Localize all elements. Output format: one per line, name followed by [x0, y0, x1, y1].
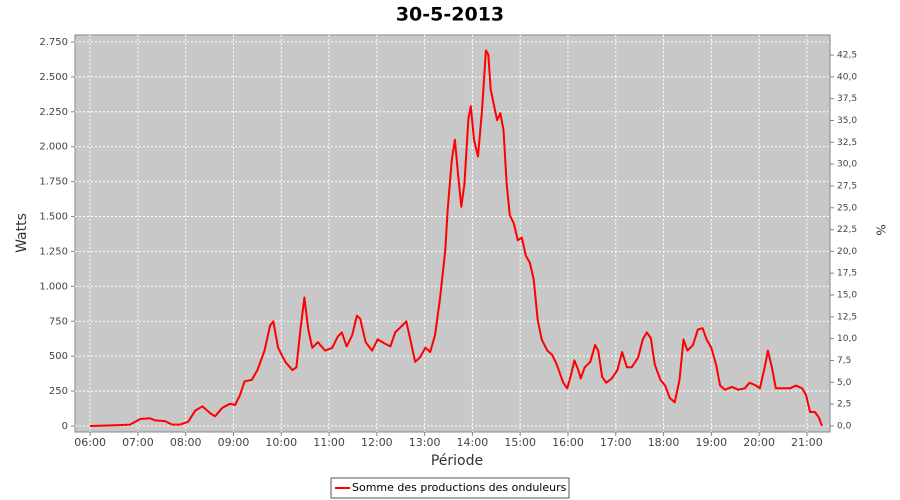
x-tick-label: 19:00: [695, 436, 727, 449]
x-tick-label: 06:00: [74, 436, 106, 449]
x-tick-label: 07:00: [122, 436, 154, 449]
x-tick-label: 18:00: [648, 436, 680, 449]
x-tick-label: 10:00: [265, 436, 297, 449]
y2-tick-label: 12,5: [837, 312, 857, 322]
y2-tick-label: 5,0: [837, 378, 852, 388]
y-tick-label: 250: [49, 386, 68, 397]
y-tick-label: 0: [62, 421, 68, 432]
y2-tick-label: 22,5: [837, 225, 857, 235]
y-tick-label: 750: [49, 316, 68, 327]
y2-tick-label: 40,0: [837, 72, 857, 82]
y2-tick-label: 0,0: [837, 421, 852, 431]
x-tick-label: 20:00: [743, 436, 775, 449]
chart-title: 30-5-2013: [396, 4, 504, 26]
y-tick-label: 1.500: [39, 212, 68, 223]
x-tick-label: 16:00: [552, 436, 584, 449]
y2-tick-label: 17,5: [837, 269, 857, 279]
y-tick-label: 1.750: [39, 177, 68, 188]
y2-tick-label: 32,5: [837, 138, 857, 148]
x-tick-label: 21:00: [791, 436, 823, 449]
x-tick-label: 11:00: [313, 436, 345, 449]
y2-tick-label: 27,5: [837, 181, 857, 191]
x-tick-label: 17:00: [600, 436, 632, 449]
y-tick-label: 2.500: [39, 72, 68, 83]
plot-area: [74, 34, 831, 433]
y2-tick-label: 15,0: [837, 291, 857, 301]
y2-tick-label: 35,0: [837, 116, 857, 126]
x-axis-label: Période: [431, 453, 483, 469]
x-tick-label: 09:00: [218, 436, 250, 449]
y2-tick-label: 7,5: [837, 356, 851, 366]
y-tick-label: 2.250: [39, 107, 68, 118]
y-tick-label: 500: [49, 351, 68, 362]
x-tick-label: 13:00: [409, 436, 441, 449]
legend-label: Somme des productions des onduleurs: [352, 481, 567, 494]
y-tick-label: 1.250: [39, 246, 68, 257]
y2-axis-label: %: [874, 224, 888, 235]
x-tick-label: 14:00: [457, 436, 489, 449]
legend-box: [330, 477, 570, 499]
y-tick-label: 2.000: [39, 142, 68, 153]
y2-tick-label: 30,0: [837, 160, 857, 170]
y-axis-label: Watts: [14, 213, 30, 253]
y2-tick-label: 2,5: [837, 400, 851, 410]
y2-tick-label: 37,5: [837, 94, 857, 104]
x-tick-label: 15:00: [504, 436, 536, 449]
y-tick-label: 1.000: [39, 281, 68, 292]
y2-tick-label: 25,0: [837, 203, 857, 213]
x-tick-label: 08:00: [170, 436, 202, 449]
y-tick-label: 2.750: [39, 37, 68, 48]
y2-tick-label: 42,5: [837, 51, 857, 61]
x-tick-label: 12:00: [361, 436, 393, 449]
data-line: [90, 49, 823, 427]
y2-tick-label: 20,0: [837, 247, 857, 257]
y2-tick-label: 10,0: [837, 334, 857, 344]
